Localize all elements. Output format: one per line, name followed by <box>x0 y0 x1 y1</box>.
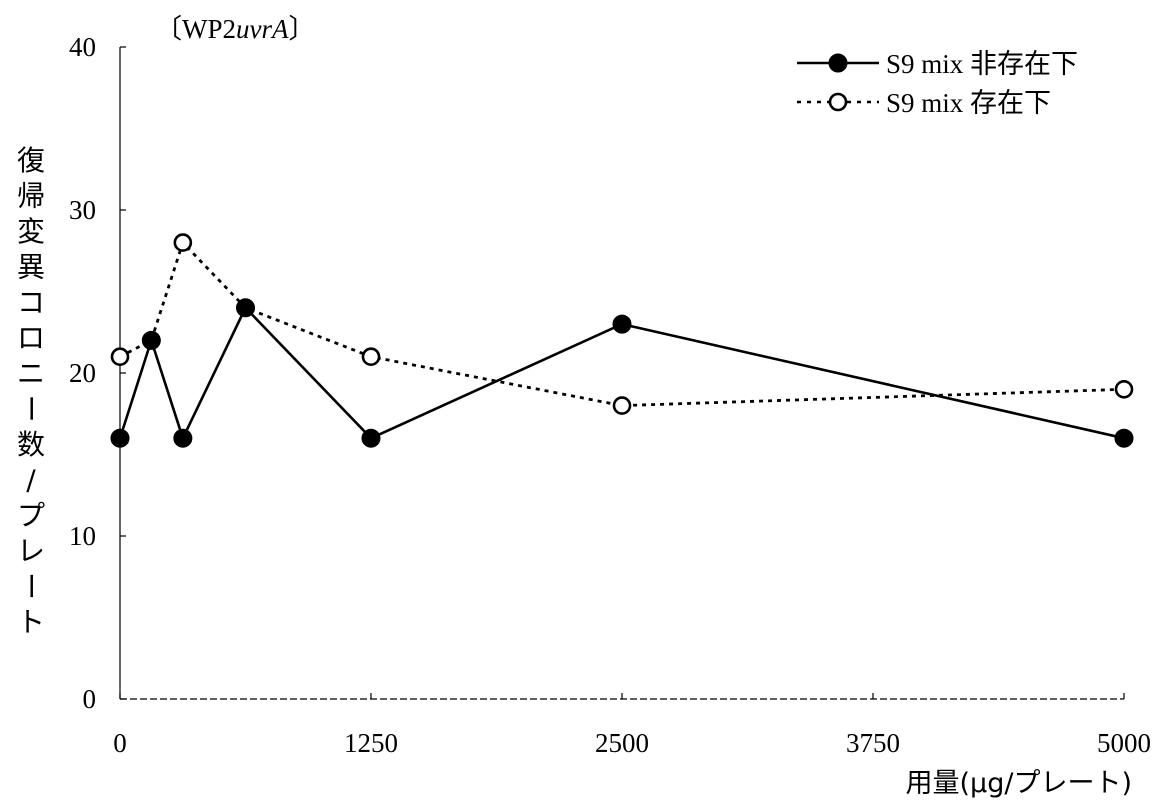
y-tick-label: 0 <box>83 684 97 714</box>
series-1 <box>110 298 1134 448</box>
legend-label: S9 mix 存在下 <box>886 88 1051 118</box>
legend-marker <box>828 92 848 112</box>
data-point <box>236 298 255 318</box>
y-label-char: ト <box>17 606 45 639</box>
data-point <box>110 428 130 448</box>
x-tick-label: 3750 <box>846 728 900 758</box>
data-point <box>173 233 193 252</box>
chart-title-prefix: 〔WP2 <box>155 14 236 44</box>
chart-title-suffix: 〕 <box>288 14 315 44</box>
chart-title-italic: uvrA <box>236 14 289 44</box>
x-tick-label: 5000 <box>1097 728 1151 758</box>
series-group <box>110 233 1134 448</box>
x-tick-label: 1250 <box>344 728 398 758</box>
y-label-char: 数 <box>17 428 45 461</box>
data-point <box>612 396 632 415</box>
y-tick-label: 30 <box>69 195 96 225</box>
y-label-char: / <box>26 464 36 497</box>
y-label-char: 帰 <box>17 180 45 213</box>
data-point <box>361 347 381 367</box>
data-point <box>1114 428 1134 448</box>
x-axis-label: 用量(μg/プレート) <box>906 768 1132 799</box>
y-label-char: コ <box>17 286 45 319</box>
legend-marker <box>828 53 848 73</box>
y-label-char: 異 <box>17 251 45 284</box>
legend-label: S9 mix 非存在下 <box>886 49 1078 79</box>
x-tick-label: 0 <box>113 728 127 758</box>
y-label-char: ニ <box>17 357 45 390</box>
legend-item: S9 mix 存在下 <box>797 88 1051 118</box>
y-label-char: 復 <box>17 144 45 177</box>
y-tick-label: 20 <box>69 358 96 388</box>
y-label-char: ー <box>14 572 47 600</box>
y-label-char: ー <box>14 394 47 422</box>
data-point <box>110 347 130 367</box>
data-point <box>173 428 193 448</box>
y-tick-label: 10 <box>69 521 96 551</box>
y-tick-label: 40 <box>69 32 96 62</box>
x-ticks-group: 0 1250 2500 3750 5000 <box>113 693 1151 758</box>
y-label-char: レ <box>17 535 45 568</box>
data-point <box>612 314 632 334</box>
axes-group <box>119 47 1124 700</box>
y-label-char: 変 <box>17 215 45 248</box>
data-point <box>361 428 381 448</box>
x-tick-label: 2500 <box>595 728 649 758</box>
legend-item: S9 mix 非存在下 <box>797 49 1078 79</box>
chart-title: 〔WP2uvrA〕 <box>155 14 315 44</box>
y-ticks-group: 0 10 20 30 40 <box>69 32 126 714</box>
data-point <box>1114 379 1134 399</box>
legend: S9 mix 非存在下 S9 mix 存在下 <box>797 49 1078 118</box>
y-label-char: ロ <box>17 322 45 355</box>
y-label-char: プ <box>17 499 45 532</box>
data-point <box>141 330 161 350</box>
